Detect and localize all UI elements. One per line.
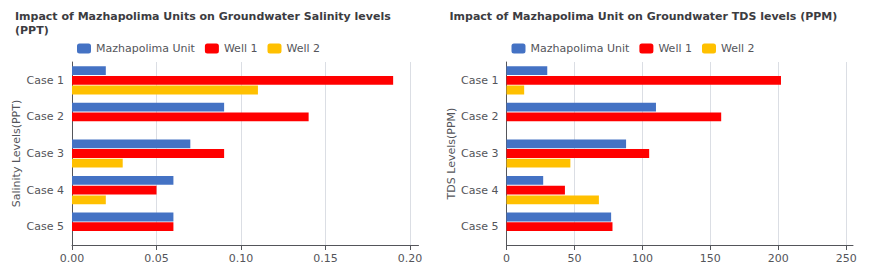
svg-text:0.15: 0.15	[313, 252, 338, 265]
svg-text:Case 5: Case 5	[27, 220, 64, 233]
svg-text:TDS Levels(PPM): TDS Levels(PPM)	[445, 108, 458, 201]
svg-text:Salinity Levels(PPT): Salinity Levels(PPT)	[10, 100, 23, 208]
svg-text:250: 250	[836, 252, 857, 265]
svg-text:Case 4: Case 4	[27, 184, 64, 197]
svg-text:Case 4: Case 4	[461, 184, 498, 197]
svg-text:Case 5: Case 5	[461, 220, 498, 233]
svg-text:0.10: 0.10	[229, 252, 254, 265]
svg-text:0.05: 0.05	[144, 252, 169, 265]
svg-text:Case 2: Case 2	[27, 110, 64, 123]
svg-text:150: 150	[700, 252, 721, 265]
svg-text:Case 2: Case 2	[461, 110, 498, 123]
svg-text:Mazhapolima Unit: Mazhapolima Unit	[531, 42, 631, 55]
svg-text:Impact of Mazhapolima Unit on: Impact of Mazhapolima Unit on Groundwate…	[450, 10, 838, 23]
svg-text:Well 2: Well 2	[286, 42, 320, 55]
svg-text:0.00: 0.00	[60, 252, 85, 265]
svg-text:200: 200	[768, 252, 789, 265]
svg-text:Well 1: Well 1	[224, 42, 258, 55]
svg-text:Well 1: Well 1	[658, 42, 692, 55]
svg-text:Mazhapolima Unit: Mazhapolima Unit	[96, 42, 196, 55]
svg-text:Case 1: Case 1	[461, 74, 498, 87]
svg-text:Case 3: Case 3	[461, 147, 498, 160]
svg-text:(PPT): (PPT)	[15, 24, 49, 37]
svg-text:Impact of Mazhapolima Units on: Impact of Mazhapolima Units on Groundwat…	[15, 10, 391, 23]
svg-text:Well 2: Well 2	[721, 42, 755, 55]
svg-text:50: 50	[567, 252, 581, 265]
svg-text:0: 0	[503, 252, 510, 265]
svg-text:100: 100	[632, 252, 653, 265]
svg-text:Case 3: Case 3	[27, 147, 64, 160]
svg-text:Case 1: Case 1	[27, 74, 64, 87]
svg-text:0.20: 0.20	[398, 252, 423, 265]
